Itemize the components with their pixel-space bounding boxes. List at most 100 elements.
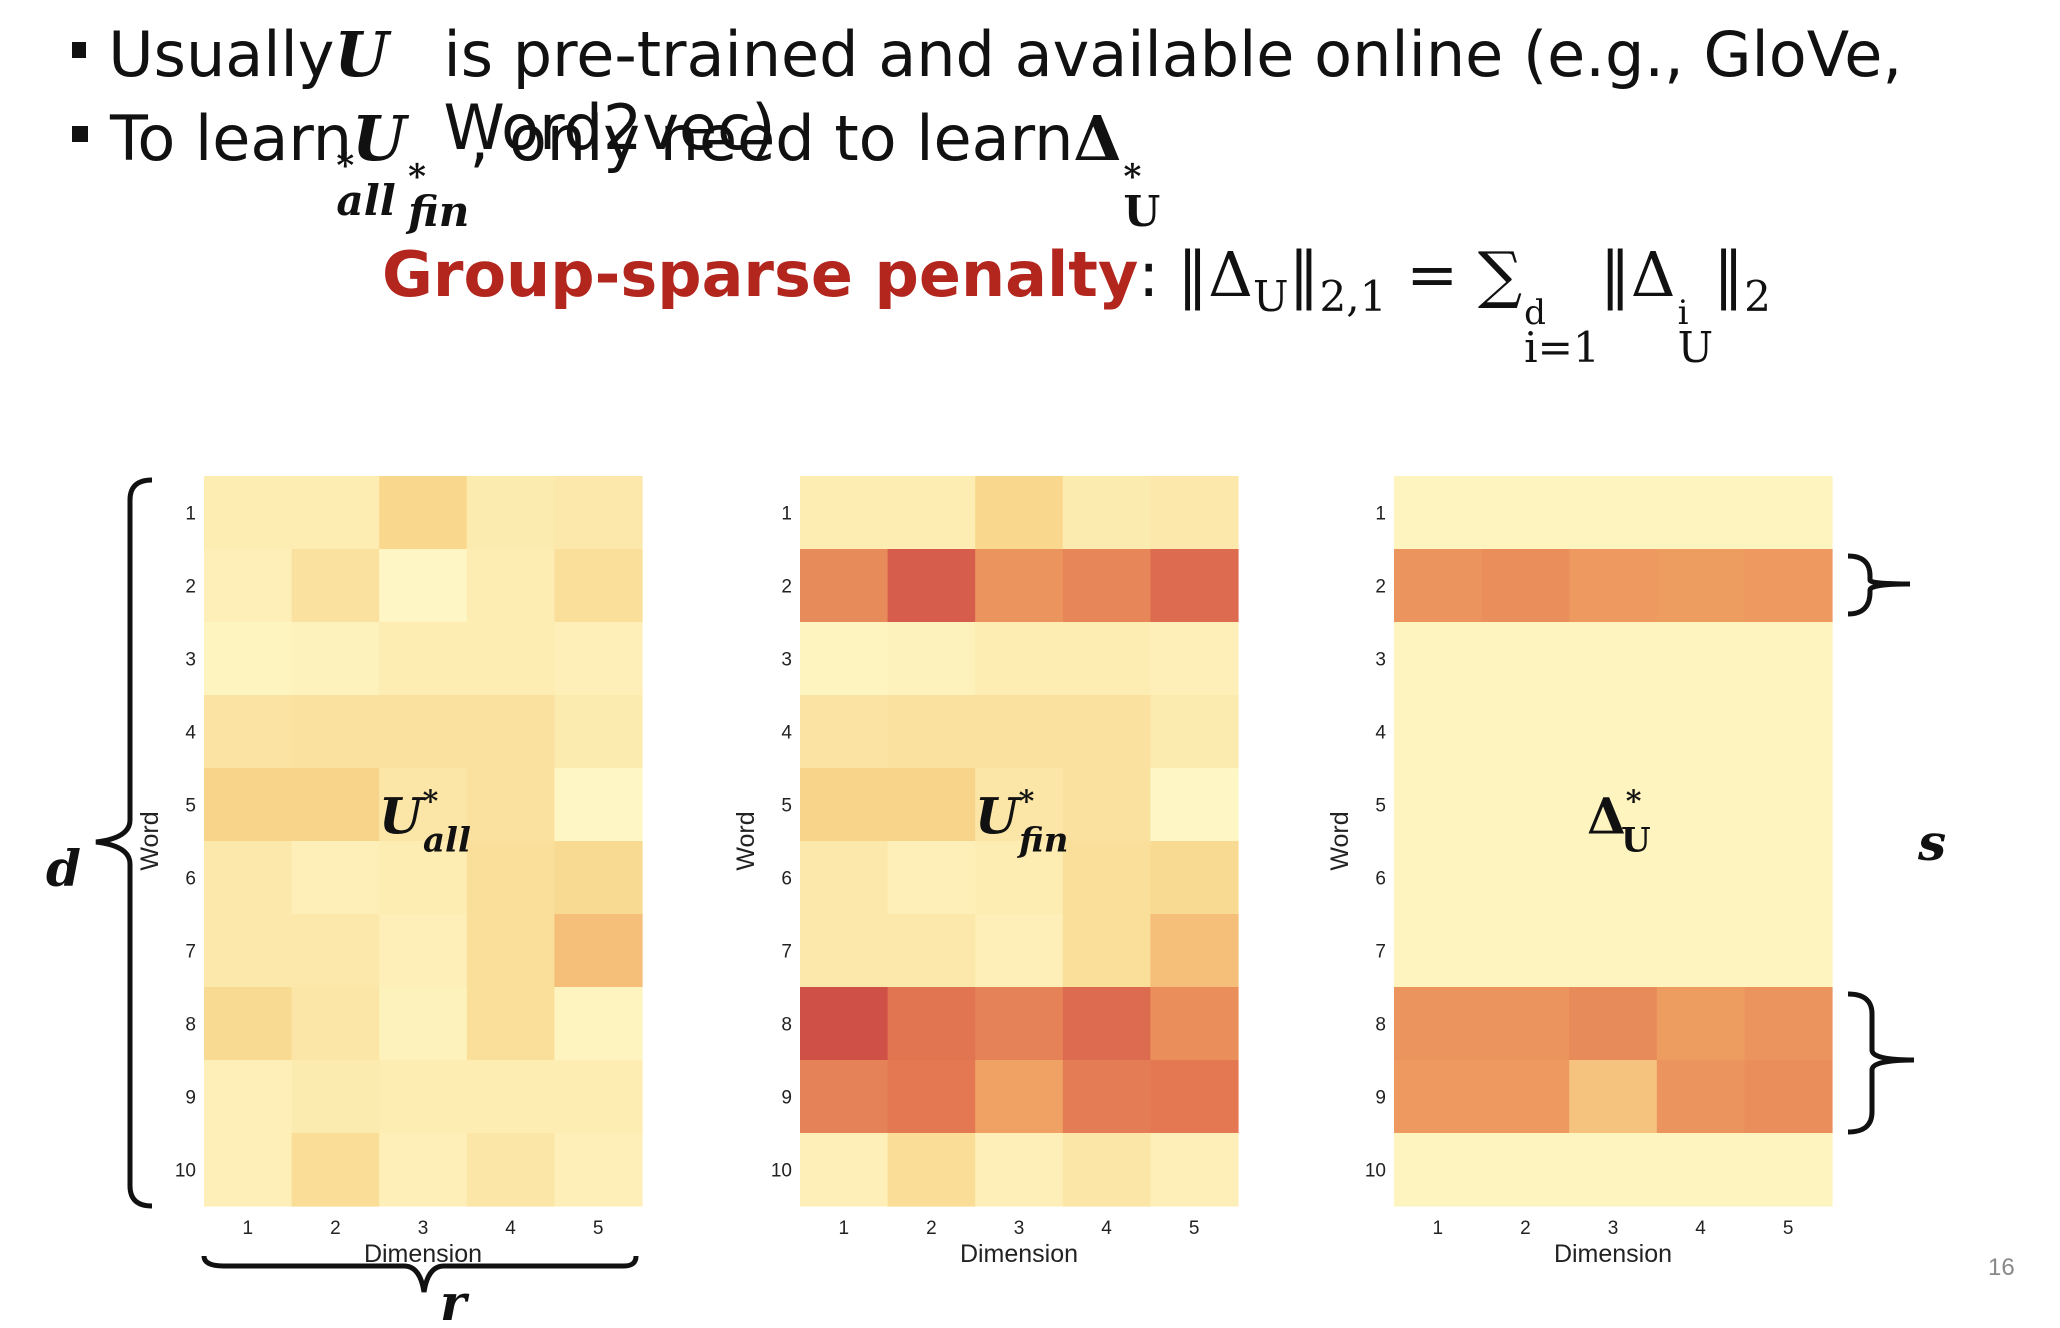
- heatmap-cell: [1062, 622, 1151, 696]
- heatmap-cell: [1744, 549, 1833, 623]
- heatmap-cell: [1569, 622, 1658, 696]
- heatmap-cell: [204, 914, 293, 988]
- heatmap-cell: [204, 768, 293, 842]
- y-tick-label: 6: [781, 869, 792, 890]
- heatmap-cell: [291, 914, 380, 988]
- penalty-formula: ‖ΔU‖2,1 = ∑ d i=1 ‖Δ i U ‖2: [1177, 238, 1771, 372]
- x-tick-label: 1: [839, 1218, 850, 1239]
- group-sparse-penalty: Group-sparse penalty : ‖ΔU‖2,1 = ∑ d i=1 ‖Δ…: [382, 238, 1771, 372]
- heatmap-cell: [379, 768, 468, 842]
- r-brace: [201, 1255, 639, 1293]
- bullet-2-pre: To learn: [110, 102, 353, 175]
- heatmap-cell: [466, 622, 555, 696]
- heatmap-cell: [291, 476, 380, 550]
- heatmap-cell: [291, 987, 380, 1061]
- heatmap-cell: [1062, 987, 1151, 1061]
- heatmap-cell: [1150, 987, 1239, 1061]
- heatmap-cell: [204, 1133, 293, 1207]
- y-tick-label: 1: [185, 504, 196, 525]
- heatmap-cell: [800, 1133, 889, 1207]
- heatmap-cell: [1062, 1060, 1151, 1134]
- heatmap-cell: [1481, 841, 1570, 915]
- heatmap-cell: [1656, 987, 1745, 1061]
- heatmap-cell: [975, 1060, 1064, 1134]
- heatmap-cell: [1569, 549, 1658, 623]
- y-tick-label: 10: [175, 1161, 196, 1182]
- heatmap-cell: [291, 1060, 380, 1134]
- y-tick-label: 10: [1365, 1161, 1386, 1182]
- y-tick-label: 8: [781, 1015, 792, 1036]
- heatmap-cell: [379, 987, 468, 1061]
- heatmap-cell: [379, 841, 468, 915]
- y-tick-label: 6: [185, 869, 196, 890]
- heatmap-cell: [887, 768, 976, 842]
- heatmap-cell: [1656, 1060, 1745, 1134]
- heatmap-cell: [204, 695, 293, 769]
- heatmap-cell: [379, 549, 468, 623]
- heatmap-cell: [1062, 841, 1151, 915]
- heatmap-cell: [466, 476, 555, 550]
- y-tick-label: 8: [1375, 1015, 1386, 1036]
- y-tick-label: 3: [781, 650, 792, 671]
- x-tick-label: 1: [1433, 1218, 1444, 1239]
- heatmap-title: Δ* U: [1587, 785, 1651, 861]
- heatmap-cell: [379, 914, 468, 988]
- y-tick-label: 7: [781, 942, 792, 963]
- heatmap-cell: [291, 768, 380, 842]
- heatmap-cell: [887, 622, 976, 696]
- heatmap-cell: [887, 549, 976, 623]
- x-tick-label: 1: [243, 1218, 254, 1239]
- heatmap-cell: [466, 695, 555, 769]
- heatmap-cell: [1569, 768, 1658, 842]
- x-axis-label: Dimension: [1554, 1240, 1672, 1268]
- heatmap-cell: [975, 841, 1064, 915]
- heatmap-cell: [1150, 1133, 1239, 1207]
- heatmap-cell: [1150, 476, 1239, 550]
- heatmap-cell: [1062, 768, 1151, 842]
- y-axis-label: Word: [136, 811, 164, 870]
- heatmap-cell: [887, 914, 976, 988]
- heatmap-cell: [291, 695, 380, 769]
- bullet-1-post: is pre-trained and available online (e.g…: [443, 18, 1903, 164]
- heatmap-title: U* fin: [975, 785, 1068, 861]
- heatmap-cell: [1150, 549, 1239, 623]
- s-brace-bottom: [1847, 991, 1915, 1135]
- heatmap-cell: [1656, 914, 1745, 988]
- heatmap-cell: [1394, 1060, 1483, 1134]
- heatmap-cell: [291, 1133, 380, 1207]
- x-tick-label: 3: [1608, 1218, 1619, 1239]
- y-tick-label: 7: [185, 942, 196, 963]
- heatmap-cell: [1394, 695, 1483, 769]
- heatmap-cell: [887, 695, 976, 769]
- heatmap-cell: [1150, 841, 1239, 915]
- heatmap-cell: [1394, 1133, 1483, 1207]
- heatmap-cell: [291, 549, 380, 623]
- heatmap-cell: [1481, 476, 1570, 550]
- heatmap-cell: [291, 841, 380, 915]
- heatmap-cell: [1744, 1060, 1833, 1134]
- heatmap-cell: [1481, 695, 1570, 769]
- y-tick-label: 1: [781, 504, 792, 525]
- heatmap-cell: [887, 476, 976, 550]
- heatmap-cell: [975, 476, 1064, 550]
- heatmap-cell: [554, 987, 643, 1061]
- y-tick-label: 1: [1375, 504, 1386, 525]
- y-axis-label: Word: [1326, 811, 1354, 870]
- heatmap-cell: [1569, 841, 1658, 915]
- heatmap-cell: [975, 768, 1064, 842]
- heatmap-cell: [975, 622, 1064, 696]
- heatmap-cell: [204, 841, 293, 915]
- heatmap-cell: [1481, 1133, 1570, 1207]
- r-label: r: [440, 1273, 470, 1328]
- heatmap-cell: [975, 549, 1064, 623]
- x-tick-label: 2: [330, 1218, 341, 1239]
- heatmap-cell: [1744, 476, 1833, 550]
- y-tick-label: 2: [1375, 577, 1386, 598]
- heatmap-cell: [1150, 622, 1239, 696]
- heatmap-cell: [1150, 1060, 1239, 1134]
- heatmap-cell: [1744, 768, 1833, 842]
- y-tick-label: 9: [781, 1088, 792, 1109]
- y-tick-label: 2: [781, 577, 792, 598]
- heatmap-cell: [887, 1060, 976, 1134]
